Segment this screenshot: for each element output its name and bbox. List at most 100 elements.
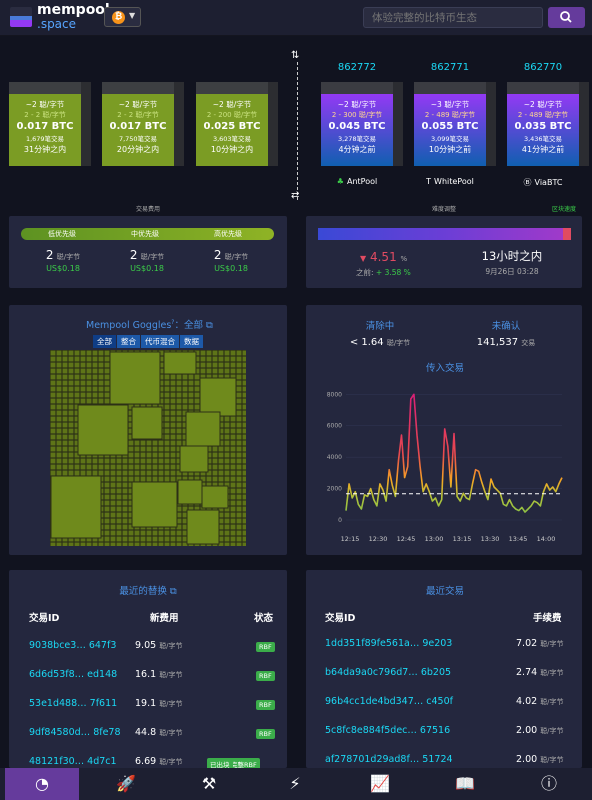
site-logo-text[interactable]: mempool .space (37, 2, 110, 30)
swap-arrows-icon[interactable]: ⇅ (291, 50, 300, 61)
nav-graphs[interactable]: 📈 (343, 768, 417, 800)
y-tick-label: 4000 (327, 454, 342, 461)
recent-txid[interactable]: 96b4cc1de4bd347… c450f (325, 696, 453, 707)
replacements-title[interactable]: 最近的替换 ⧉ (60, 583, 236, 597)
block-height-862772[interactable]: 862772 (337, 62, 377, 73)
mempool-treemap[interactable] (50, 350, 246, 546)
col-txid: 交易ID (325, 613, 356, 624)
block-size: 0.045 BTC (328, 121, 386, 132)
fee-value: 2.00 (516, 725, 538, 736)
replacement-txid[interactable]: 53e1d488… 7f611 (29, 698, 118, 709)
fee-value: 9.05 (135, 640, 157, 651)
network-select-button[interactable]: ₿ ▼ (104, 7, 141, 27)
fee-value: 44.8 (135, 727, 157, 738)
x-tick-label: 13:15 (453, 535, 472, 543)
recent-txid[interactable]: af278701d29ad8f… 51724 (325, 754, 453, 765)
mempool-chain-divider (297, 62, 298, 200)
fee-value: 7.02 (516, 638, 538, 649)
x-tick-label: 14:00 (537, 535, 556, 543)
clearing-value: < 1.64 聪/字节 (340, 337, 420, 348)
mempool-block-2[interactable]: ~2 聪/字节 2 - 2 聪/字节 0.017 BTC 7,750笔交易 20… (102, 82, 184, 166)
goggles-title[interactable]: Mempool Goggles?：全部 ⧉ (86, 317, 213, 331)
incoming-tx-chart[interactable]: 0 2000 4000 6000 8000 12:15 12:30 12:45 13:00 13:… (318, 378, 574, 550)
difficulty-section-label: 难度调整 (432, 206, 457, 213)
block-tx-count: 3,099笔交易 (430, 135, 470, 143)
info-icon: ⓘ (540, 774, 557, 793)
replacement-txid[interactable]: 9df84580d… 8fe78 (29, 727, 121, 738)
external-link-icon[interactable]: ⧉ (206, 320, 213, 331)
status-badge: 已出块 (207, 758, 233, 770)
question-icon[interactable]: ? (171, 318, 175, 326)
col-new-fee: 新费用 (150, 613, 179, 624)
replacements-title-text: 最近的替换 (119, 586, 167, 597)
goggles-filter-pills: 全部 整合 代币混合 数据 (93, 335, 204, 348)
pool-antpool[interactable]: ♣ AntPool (321, 177, 393, 186)
whitepool-icon: T (426, 177, 432, 186)
swap-arrows-icon-bottom[interactable]: ⇄ (291, 190, 300, 201)
down-triangle-icon: ▼ (360, 254, 367, 263)
pill-all[interactable]: 全部 (93, 335, 116, 348)
block-median-fee: ~2 聪/字节 (118, 100, 158, 109)
high-priority-label: 高优先级 (214, 230, 242, 238)
nav-lightning[interactable]: ⚡ (258, 768, 332, 800)
pool-name: ViaBTC (534, 178, 563, 187)
block-eta: 10分钟之内 (210, 145, 254, 154)
mined-block-3[interactable]: ~2 聪/字节 2 - 489 聪/字节 0.035 BTC 3,436笔交易 … (507, 82, 589, 166)
pill-coinjoin[interactable]: 代币混合 (141, 335, 179, 348)
fee-value: 2.00 (516, 754, 538, 765)
block-tx-count: 3,603笔交易 (212, 135, 252, 143)
replacement-txid[interactable]: 48121f30… 4d7c1 (29, 756, 117, 767)
search-input[interactable] (363, 7, 543, 28)
block-tx-count: 7,750笔交易 (118, 135, 158, 143)
block-size: 0.025 BTC (203, 121, 261, 132)
nav-about[interactable]: ⓘ (512, 768, 586, 800)
nav-dashboard[interactable]: ◔ (5, 768, 79, 800)
block-height-862770[interactable]: 862770 (523, 62, 563, 73)
unconfirmed-label: 未确认 (491, 321, 521, 332)
hammer-icon: ⚒ (201, 774, 217, 793)
top-nav-bar: mempool .space ₿ ▼ (0, 0, 592, 36)
search-button[interactable] (548, 7, 585, 28)
pool-whitepool[interactable]: T WhitePool (414, 177, 486, 186)
viabtc-icon: Ⓑ (523, 178, 532, 187)
pool-viabtc[interactable]: Ⓑ ViaBTC (507, 177, 579, 188)
block-size: 0.055 BTC (421, 121, 479, 132)
recent-tx-title: 最近交易 (425, 586, 464, 597)
search-icon (560, 11, 572, 23)
block-height-862771[interactable]: 862771 (430, 62, 470, 73)
mined-block-1[interactable]: ~2 聪/字节 2 - 300 聪/字节 0.045 BTC 3,278笔交易 … (321, 82, 403, 166)
external-link-icon[interactable]: ⧉ (169, 586, 177, 597)
x-tick-label: 12:30 (369, 535, 388, 543)
incoming-tx-series-line (345, 393, 563, 513)
block-fee-range: 2 - 200 聪/字节 (206, 111, 258, 119)
pill-data[interactable]: 数据 (180, 335, 203, 348)
unconfirmed-unit: 交易 (521, 339, 536, 347)
mined-block-2[interactable]: ~3 聪/字节 2 - 489 聪/字节 0.055 BTC 3,099笔交易 … (414, 82, 496, 166)
recent-txid[interactable]: b64da9a0c796d7… 6b205 (325, 667, 452, 678)
mempool-block-3[interactable]: ~2 聪/字节 2 - 200 聪/字节 0.025 BTC 3,603笔交易 … (196, 82, 278, 166)
recent-txid[interactable]: 1dd351f89fe561a… 9e203 (325, 638, 453, 649)
replacement-fee: 9.05 聪/字节 (135, 640, 183, 651)
previous-label: 之前: (356, 268, 374, 277)
rocket-icon: 🚀 (116, 774, 136, 793)
nav-mining[interactable]: ⚒ (172, 768, 246, 800)
logo-line1: mempool (37, 2, 110, 18)
recent-txid[interactable]: 5c8fc8e884f5dec… 67516 (325, 725, 451, 736)
block-tx-count: 3,278笔交易 (337, 135, 377, 143)
mempool-block-1[interactable]: ~2 聪/字节 2 - 2 聪/字节 0.017 BTC 1,679笔交易 31… (9, 82, 91, 166)
mempool-logo-icon[interactable] (9, 6, 33, 28)
replacement-txid[interactable]: 9038bce3… 647f3 (29, 640, 117, 651)
block-speed-label: 区块速度 (552, 206, 577, 213)
y-tick-label: 2000 (327, 486, 342, 493)
nav-docs[interactable]: 📖 (428, 768, 502, 800)
high-priority-fee: 2 聪/字节 US$0.18 (191, 248, 271, 273)
mid-priority-label: 中优先级 (131, 230, 159, 238)
pill-consolidation[interactable]: 整合 (117, 335, 140, 348)
low-priority-label: 低优先级 (48, 230, 76, 238)
nav-accelerator[interactable]: 🚀 (89, 768, 163, 800)
block-median-fee: ~2 聪/字节 (523, 100, 563, 109)
x-tick-label: 13:30 (481, 535, 500, 543)
fee-unit: 聪/字节 (159, 729, 183, 737)
block-size: 0.035 BTC (514, 121, 572, 132)
replacement-txid[interactable]: 6d6d53f8… ed148 (29, 669, 118, 680)
